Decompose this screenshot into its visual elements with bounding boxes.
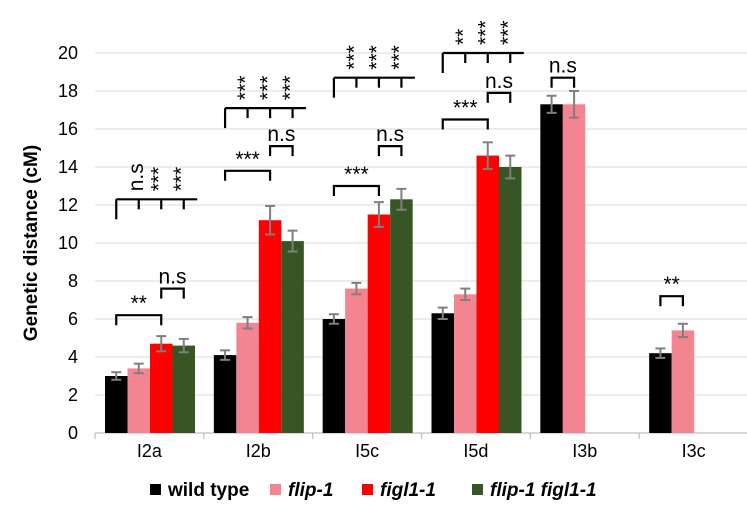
significance-label: *** <box>279 76 302 101</box>
pairwise-bracket <box>659 295 685 307</box>
legend-label: flip-1 <box>288 480 333 501</box>
significance-label: *** <box>497 20 520 45</box>
error-bars <box>111 90 688 381</box>
significance-label: *** <box>170 167 193 192</box>
x-tick-label: I3b <box>572 441 597 461</box>
gridlines <box>95 52 747 434</box>
legend-swatch <box>270 484 281 495</box>
x-tick-label: I3c <box>682 441 706 461</box>
bar <box>649 353 672 433</box>
significance-label: *** <box>344 163 369 186</box>
legend-label: figl1-1 <box>380 480 436 501</box>
y-tick-label: 20 <box>58 43 78 63</box>
bar <box>454 294 477 433</box>
bar <box>345 288 368 433</box>
significance-label: ** <box>663 273 679 296</box>
bar <box>476 155 499 433</box>
y-axis-label: Genetic distance (cM) <box>21 145 42 341</box>
x-tick-label: I5d <box>463 441 488 461</box>
x-tick-label: I5c <box>355 441 379 461</box>
significance-annotations: n.s *** ****** *** ****** *** ***** *** *****n.s… <box>115 20 685 326</box>
pairwise-bracket <box>332 184 381 196</box>
significance-label: *** <box>148 167 171 192</box>
y-tick-label: 0 <box>68 423 78 443</box>
bar <box>236 322 259 433</box>
significance-label: *** <box>234 76 257 101</box>
bar <box>105 376 128 433</box>
bar <box>150 343 173 433</box>
x-tick-label: I2b <box>246 441 271 461</box>
significance-label: *** <box>235 148 260 171</box>
significance-label: *** <box>453 97 478 120</box>
significance-label: n.s <box>549 55 577 78</box>
significance-label: n.s <box>267 123 295 146</box>
x-tick-label: I2a <box>137 441 163 461</box>
bar <box>671 330 695 433</box>
pairwise-bracket <box>550 76 576 88</box>
legend-swatch <box>362 484 373 495</box>
significance-label: *** <box>343 45 366 70</box>
y-tick-label: 12 <box>58 195 78 215</box>
pairwise-bracket <box>160 287 185 299</box>
significance-label: *** <box>257 76 280 101</box>
y-tick-label: 14 <box>58 157 78 177</box>
pairwise-bracket <box>486 91 512 103</box>
y-tick-label: 16 <box>58 119 78 139</box>
pairwise-bracket <box>223 169 272 181</box>
legend-swatch <box>472 484 483 495</box>
y-tick-label: 8 <box>68 271 78 291</box>
y-tick-label: 2 <box>68 385 78 405</box>
significance-label: *** <box>474 20 497 45</box>
significance-label: *** <box>388 45 411 70</box>
y-tick-label: 6 <box>68 309 78 329</box>
legend-label: wild type <box>167 480 249 501</box>
significance-label: ** <box>452 29 475 45</box>
pairwise-bracket <box>441 118 489 130</box>
legend: wild type flip-1 figl1-1 flip-1 figl1-1 <box>150 480 597 501</box>
legend-swatch <box>150 484 161 495</box>
legend-label: flip-1 figl1-1 <box>490 480 597 501</box>
bar <box>127 368 150 433</box>
significance-label: ** <box>131 292 147 315</box>
bar <box>499 167 522 433</box>
bar <box>367 214 391 433</box>
pairwise-bracket <box>268 145 294 157</box>
pairwise-bracket <box>377 145 403 157</box>
significance-label: n.s <box>158 266 186 289</box>
significance-label: n.s <box>376 123 404 146</box>
bar <box>322 319 346 433</box>
y-tick-label: 18 <box>58 81 78 101</box>
bar <box>562 104 586 434</box>
bar <box>431 313 454 433</box>
significance-label: *** <box>365 45 388 70</box>
bar <box>213 355 237 433</box>
bar <box>258 220 282 433</box>
y-tick-label: 10 <box>58 233 78 253</box>
significance-label: n.s <box>485 70 513 93</box>
pairwise-bracket <box>115 314 163 326</box>
bars <box>105 104 695 434</box>
bar <box>540 104 563 434</box>
significance-label: n.s <box>125 163 148 191</box>
bar <box>281 241 304 433</box>
bar <box>390 199 413 433</box>
bar <box>172 345 195 433</box>
axes: 0 2 4 6 8 10 12 14 16 18 20 I2a I2b I5c I5d I3b I3c <box>58 43 747 461</box>
y-tick-label: 4 <box>68 347 78 367</box>
